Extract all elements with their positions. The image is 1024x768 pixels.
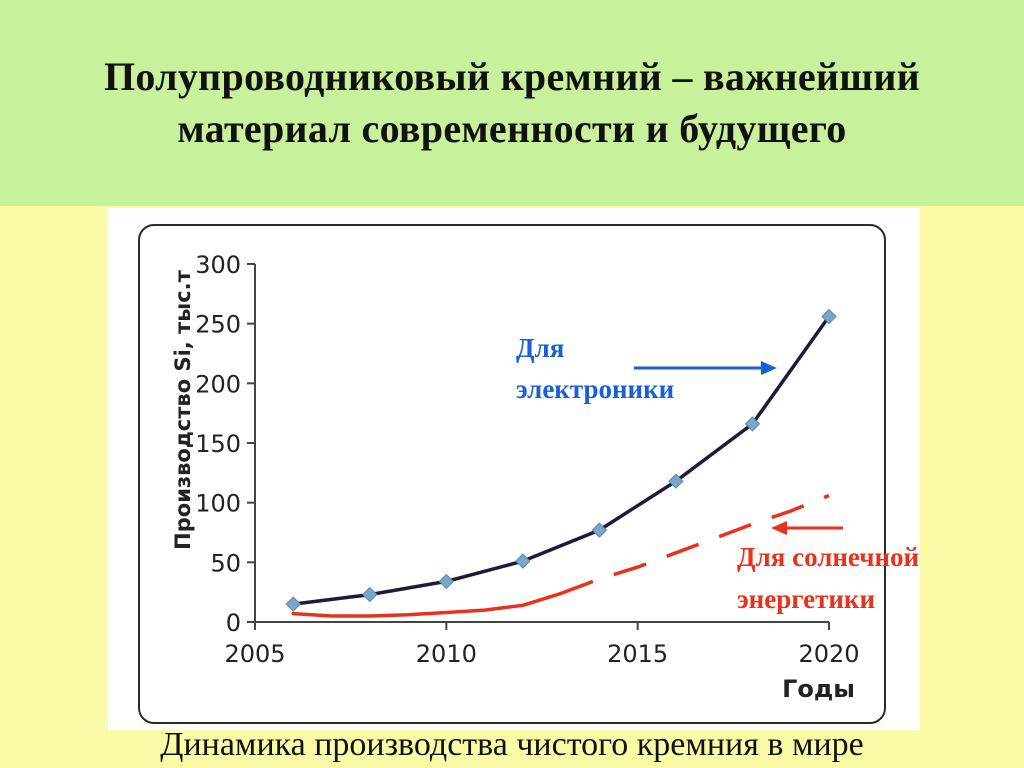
y-tick-label: 300 xyxy=(195,251,241,279)
electronics-data-point xyxy=(744,416,761,432)
solar-series-dashed-line xyxy=(560,493,830,596)
electronics-data-point xyxy=(438,573,455,590)
y-axis-title: Производство Si, тыс.т xyxy=(171,269,195,549)
electronics-data-point xyxy=(285,596,301,612)
solar-label-line-2: энергетики xyxy=(737,584,875,614)
electronics-data-point xyxy=(668,473,684,489)
electronics-label-line-1: Для xyxy=(516,333,564,363)
electronics-data-point xyxy=(362,586,378,603)
electronics-series-line xyxy=(293,315,831,606)
solar-label-line-1: Для солнечной xyxy=(737,542,919,572)
y-tick-label: 100 xyxy=(195,490,241,518)
x-tick-label: 2015 xyxy=(607,640,668,668)
solar-series-line xyxy=(291,591,563,618)
solar-arrow-head xyxy=(771,521,787,535)
figure-caption: Динамика производства чистого кремния в … xyxy=(160,726,864,763)
y-tick-label: 250 xyxy=(195,311,241,339)
x-axis-title: Годы xyxy=(782,675,855,703)
chart-frame xyxy=(138,224,886,724)
x-tick-label: 2005 xyxy=(224,640,285,668)
x-tick-label: 2020 xyxy=(798,640,859,668)
electronics-arrow-head xyxy=(761,361,777,375)
chart-card xyxy=(108,208,920,730)
y-tick-label: 150 xyxy=(195,430,241,458)
y-tick-label: 50 xyxy=(210,549,241,577)
electronics-data-point xyxy=(591,522,608,538)
title-banner: Полупроводниковый кремний – важнейший ма… xyxy=(0,0,1024,206)
electronics-data-point xyxy=(515,553,531,569)
y-tick-label: 0 xyxy=(226,609,241,637)
title-line-1: Полупроводниковый кремний – важнейший xyxy=(103,54,921,99)
y-tick-label: 200 xyxy=(195,370,241,398)
electronics-label-line-2: электроники xyxy=(516,374,674,404)
x-tick-label: 2010 xyxy=(416,640,477,668)
title-line-2: материал современности и будущего xyxy=(177,106,847,151)
electronics-data-point xyxy=(821,308,837,325)
